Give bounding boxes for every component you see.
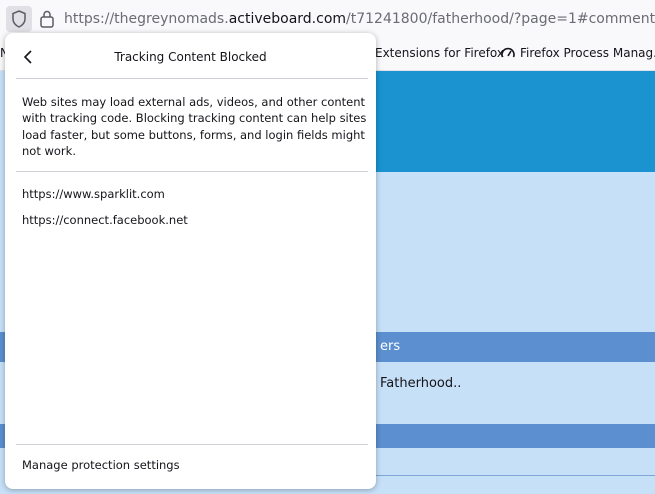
- bookmark[interactable]: N: [0, 46, 9, 60]
- separator: [16, 444, 368, 445]
- bookmark[interactable]: Firefox Process Manag...: [520, 46, 655, 60]
- separator: [16, 78, 368, 79]
- bookmark[interactable]: Extensions for Firefox: [375, 46, 505, 60]
- manage-link[interactable]: Manage protection settings: [22, 458, 180, 472]
- toolbar: [0, 0, 655, 36]
- popup-title: Tracking Content Blocked: [114, 50, 267, 64]
- topic-link[interactable]: Fatherhood..: [380, 376, 462, 391]
- url-prefix: https://thegreynomads.: [64, 11, 229, 27]
- separator: [16, 171, 368, 172]
- url-domain: activeboard.com: [228, 11, 347, 27]
- popup: Tracking Content Blocked Web sites may l…: [5, 33, 376, 489]
- url[interactable]: https://thegreynomads.activeboard.com/t7…: [64, 11, 655, 27]
- shield-icon: [12, 10, 26, 28]
- site-header: [375, 71, 655, 172]
- blocked-url: https://connect.facebook.net: [22, 213, 188, 227]
- shield-button[interactable]: [6, 6, 32, 32]
- back-button[interactable]: [19, 48, 37, 66]
- url-path: /t71241800/fatherhood/?page=1#comment-71…: [346, 11, 655, 27]
- bookmark-icon: [501, 47, 515, 58]
- section-label: ers: [380, 339, 401, 354]
- popup-description: Web sites may load external ads, videos,…: [22, 95, 367, 158]
- lock-icon: [40, 10, 54, 28]
- blocked-url: https://www.sparklit.com: [22, 187, 165, 201]
